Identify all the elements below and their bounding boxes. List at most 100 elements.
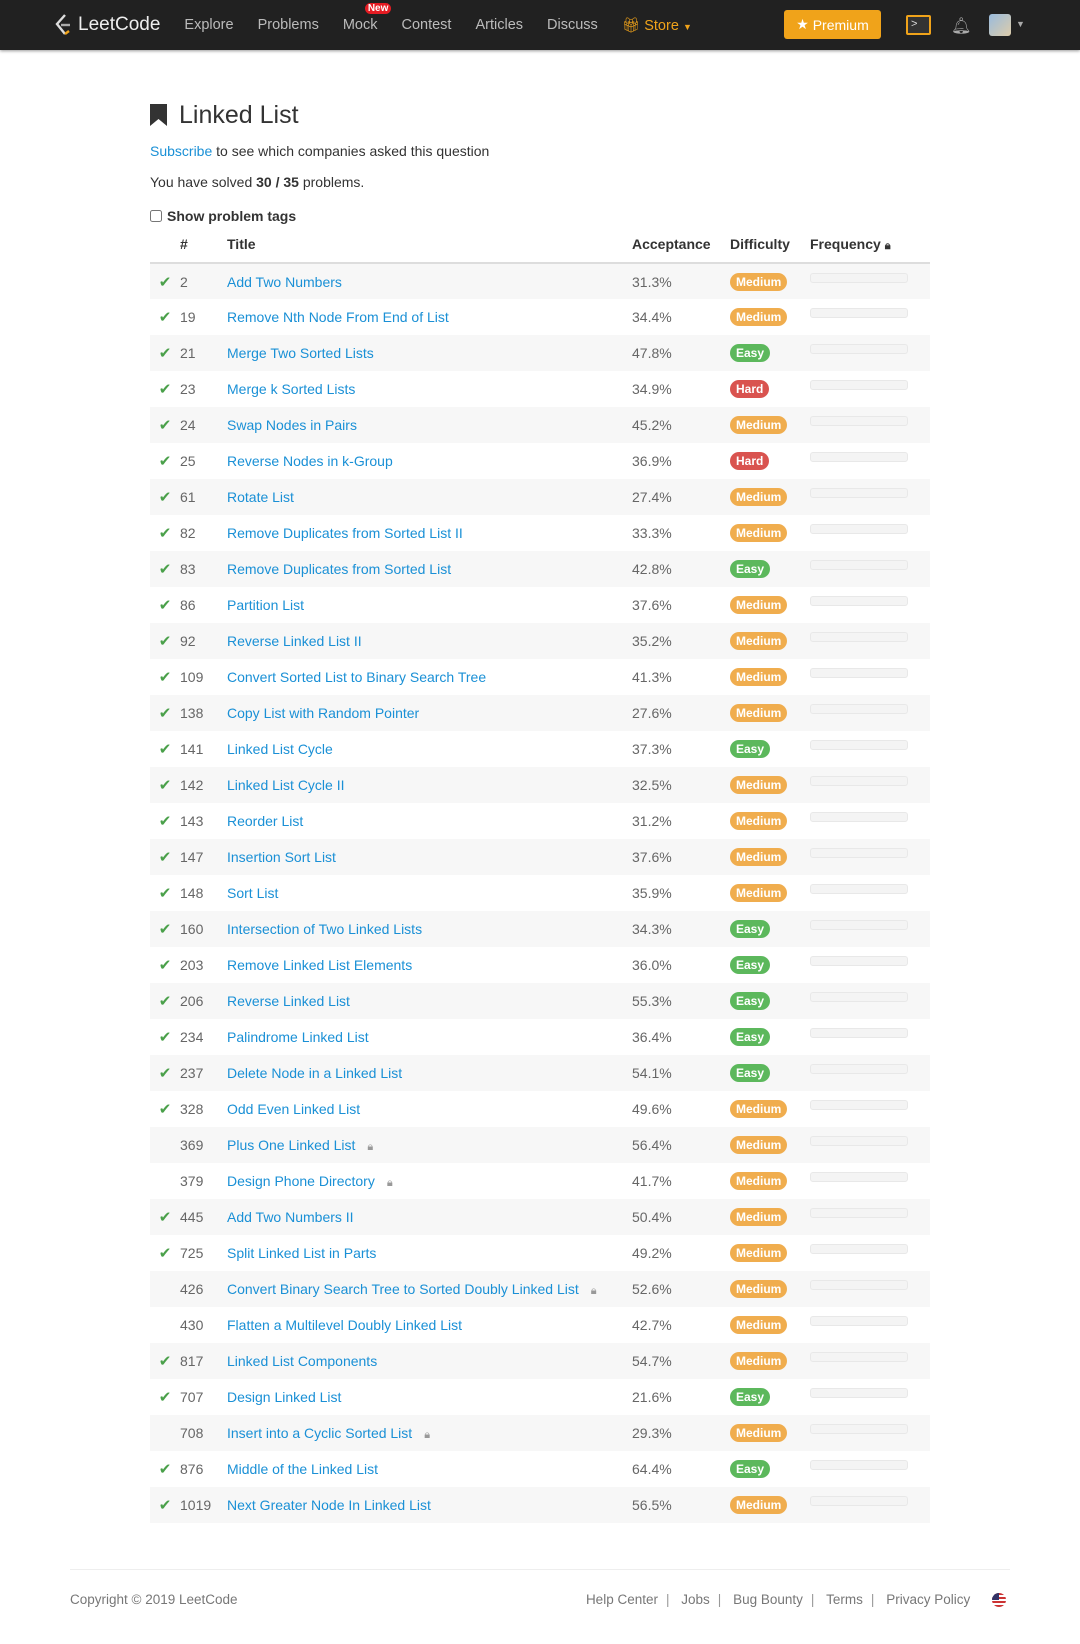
column-difficulty[interactable]: Difficulty xyxy=(730,236,810,264)
problem-title-link[interactable]: Next Greater Node In Linked List xyxy=(227,1497,431,1513)
nav-mock[interactable]: Mock New xyxy=(343,3,392,33)
column-title[interactable]: Title xyxy=(227,236,632,264)
problem-id: 21 xyxy=(180,335,227,371)
problem-title-link[interactable]: Reverse Linked List II xyxy=(227,633,362,649)
bell-icon[interactable]: 🔔︎ xyxy=(951,18,972,35)
solved-prefix: You have solved xyxy=(150,174,257,190)
problem-title-link[interactable]: Convert Binary Search Tree to Sorted Dou… xyxy=(227,1280,579,1297)
acceptance: 49.2% xyxy=(632,1245,672,1261)
avatar[interactable] xyxy=(989,14,1011,36)
table-row: ✔ 25 Reverse Nodes in k-Group 36.9% Hard xyxy=(150,443,930,479)
premium-label: Premium xyxy=(812,16,869,33)
problem-title-link[interactable]: Rotate List xyxy=(227,489,294,505)
problem-title-link[interactable]: Linked List Cycle xyxy=(227,741,333,757)
check-icon: ✔ xyxy=(158,1101,172,1118)
check-icon: ✔ xyxy=(150,623,180,659)
footer-terms[interactable]: Terms xyxy=(826,1592,863,1607)
lock-icon: 🔒︎ xyxy=(386,1176,393,1189)
difficulty-badge: Medium xyxy=(730,272,788,291)
problem-title-link[interactable]: Add Two Numbers II xyxy=(227,1209,354,1225)
problem-title-link[interactable]: Copy List with Random Pointer xyxy=(227,705,420,721)
table-row: ✔ 141 Linked List Cycle 37.3% Easy xyxy=(150,731,930,767)
frequency-cell xyxy=(810,1235,930,1271)
problem-id: 817 xyxy=(180,1343,227,1379)
show-tags-toggle[interactable]: Show problem tags xyxy=(150,208,930,224)
frequency-cell xyxy=(810,1163,930,1199)
problem-title-link[interactable]: Design Linked List xyxy=(227,1389,342,1405)
lock-icon: 🔒︎ xyxy=(424,1428,431,1441)
footer-help-center[interactable]: Help Center xyxy=(585,1592,658,1607)
problem-title-link[interactable]: Partition List xyxy=(227,597,305,613)
solved-suffix: problems. xyxy=(298,174,365,190)
footer-jobs[interactable]: Jobs xyxy=(681,1592,710,1607)
subscribe-link[interactable]: Subscribe xyxy=(150,143,213,159)
problem-title-cell: Reverse Nodes in k-Group xyxy=(227,443,632,479)
footer-bug-bounty[interactable]: Bug Bounty xyxy=(733,1592,803,1607)
us-flag-icon[interactable] xyxy=(992,1593,1006,1608)
copyright: Copyright © 2019 LeetCode xyxy=(70,1592,238,1607)
problem-title-link[interactable]: Split Linked List in Parts xyxy=(227,1245,377,1261)
status-column xyxy=(150,236,180,264)
problem-title-link[interactable]: Merge Two Sorted Lists xyxy=(227,345,374,361)
logo[interactable]: LeetCode xyxy=(54,13,160,37)
table-row: ✔ 138 Copy List with Random Pointer 27.6… xyxy=(150,695,930,731)
problem-title-link[interactable]: Reverse Linked List xyxy=(227,993,350,1009)
nav-store[interactable]: 🎁︎ Store ▼ xyxy=(622,17,692,34)
problem-title-link[interactable]: Remove Duplicates from Sorted List II xyxy=(227,525,463,541)
problem-title-link[interactable]: Reorder List xyxy=(227,813,304,829)
problem-title-link[interactable]: Convert Sorted List to Binary Search Tre… xyxy=(227,669,487,685)
problem-title-link[interactable]: Swap Nodes in Pairs xyxy=(227,417,357,433)
problem-title-link[interactable]: Linked List Components xyxy=(227,1353,378,1369)
problem-title-link[interactable]: Odd Even Linked List xyxy=(227,1101,361,1117)
frequency-bar xyxy=(810,1244,908,1254)
nav-discuss[interactable]: Discuss xyxy=(547,17,598,33)
problem-title-link[interactable]: Insert into a Cyclic Sorted List xyxy=(227,1424,413,1441)
check-icon: ✔ xyxy=(158,381,172,398)
problem-title-link[interactable]: Intersection of Two Linked Lists xyxy=(227,921,423,937)
problem-title-link[interactable]: Linked List Cycle II xyxy=(227,777,345,793)
problem-title-link[interactable]: Middle of the Linked List xyxy=(227,1461,378,1477)
nav-problems[interactable]: Problems xyxy=(257,17,319,33)
difficulty-badge: Medium xyxy=(730,488,788,506)
problem-title-link[interactable]: Plus One Linked List xyxy=(227,1136,356,1153)
frequency-bar xyxy=(810,344,908,354)
problem-title-link[interactable]: Flatten a Multilevel Doubly Linked List xyxy=(227,1317,463,1333)
problem-title-link[interactable]: Remove Nth Node From End of List xyxy=(227,309,449,325)
column-acceptance[interactable]: Acceptance xyxy=(632,236,730,264)
nav-explore[interactable]: Explore xyxy=(184,17,234,33)
problem-title-link[interactable]: Sort List xyxy=(227,885,279,901)
problem-title-link[interactable]: Insertion Sort List xyxy=(227,849,336,865)
column-frequency[interactable]: Frequency 🔒︎ xyxy=(810,236,930,264)
problem-title-cell: Add Two Numbers xyxy=(227,263,632,299)
problem-title-cell: Merge Two Sorted Lists xyxy=(227,335,632,371)
problem-title-link[interactable]: Delete Node in a Linked List xyxy=(227,1065,403,1081)
difficulty-cell: Medium xyxy=(730,839,810,875)
problem-title-link[interactable]: Add Two Numbers xyxy=(227,273,342,290)
page-title: Linked List xyxy=(150,96,930,134)
caret-down-icon[interactable]: ▼ xyxy=(1016,19,1025,29)
nav-articles[interactable]: Articles xyxy=(475,17,524,33)
problem-title-link[interactable]: Palindrome Linked List xyxy=(227,1029,369,1045)
problem-id: 426 xyxy=(180,1271,227,1307)
acceptance: 35.2% xyxy=(632,623,730,659)
column-id[interactable]: # xyxy=(180,236,227,264)
problem-title-cell: Insert into a Cyclic Sorted List 🔒︎ xyxy=(227,1415,632,1451)
problem-title-link[interactable]: Remove Duplicates from Sorted List xyxy=(227,561,452,577)
premium-button[interactable]: ★ Premium xyxy=(784,10,881,39)
table-row: ✔ 21 Merge Two Sorted Lists 47.8% Easy xyxy=(150,335,930,371)
problem-title-link[interactable]: Design Phone Directory xyxy=(227,1172,375,1189)
problem-title-link[interactable]: Reverse Nodes in k-Group xyxy=(227,453,393,469)
table-row: ✔ 142 Linked List Cycle II 32.5% Medium xyxy=(150,767,930,803)
playground-terminal-icon[interactable]: > xyxy=(906,15,931,35)
acceptance: 41.7% xyxy=(632,1173,672,1189)
problem-title-link[interactable]: Merge k Sorted Lists xyxy=(227,381,356,397)
acceptance: 29.3% xyxy=(632,1415,730,1451)
problem-title-link[interactable]: Remove Linked List Elements xyxy=(227,957,413,973)
store-label: Store xyxy=(644,17,679,34)
show-tags-checkbox[interactable] xyxy=(150,210,162,222)
footer-privacy-policy[interactable]: Privacy Policy xyxy=(886,1592,971,1607)
nav-contest[interactable]: Contest xyxy=(401,17,452,33)
frequency-bar xyxy=(810,1064,908,1074)
caret-down-icon: ▼ xyxy=(682,21,692,32)
lock-icon: 🔒︎ xyxy=(367,1140,374,1153)
